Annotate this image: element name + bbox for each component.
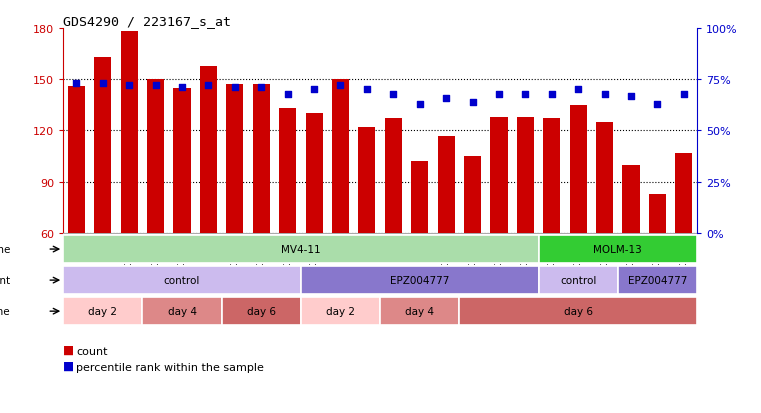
Text: day 4: day 4 <box>167 306 196 316</box>
Bar <box>649 194 666 233</box>
FancyBboxPatch shape <box>63 236 539 263</box>
FancyBboxPatch shape <box>618 267 697 294</box>
Point <box>361 87 373 93</box>
Bar <box>226 85 244 233</box>
Bar <box>570 106 587 233</box>
Point <box>229 85 241 92</box>
Text: day 6: day 6 <box>247 306 275 316</box>
Text: cell line: cell line <box>0 244 11 254</box>
Bar <box>543 119 560 233</box>
Bar <box>675 153 693 233</box>
Point <box>123 83 135 90</box>
Bar <box>147 80 164 233</box>
Bar <box>490 117 508 233</box>
Text: day 4: day 4 <box>406 306 435 316</box>
Point <box>519 91 531 97</box>
Point <box>202 83 215 90</box>
Point <box>334 83 346 90</box>
Point <box>255 85 267 92</box>
Text: EPZ004777: EPZ004777 <box>390 275 450 285</box>
Point <box>466 99 479 106</box>
Text: control: control <box>164 275 200 285</box>
Point <box>70 81 82 88</box>
Bar <box>438 136 455 233</box>
FancyBboxPatch shape <box>539 236 697 263</box>
Bar <box>464 157 481 233</box>
Bar <box>596 123 613 233</box>
Point <box>282 91 294 97</box>
FancyBboxPatch shape <box>539 267 618 294</box>
Bar <box>385 119 402 233</box>
Bar <box>68 87 85 233</box>
Text: agent: agent <box>0 275 11 285</box>
Point <box>546 91 558 97</box>
Bar <box>411 162 428 233</box>
Point <box>97 81 109 88</box>
FancyBboxPatch shape <box>142 298 221 325</box>
Point <box>625 93 637 100</box>
Text: day 2: day 2 <box>88 306 117 316</box>
Text: day 6: day 6 <box>564 306 593 316</box>
Point <box>651 101 664 108</box>
Point <box>387 91 400 97</box>
FancyBboxPatch shape <box>63 267 301 294</box>
Text: EPZ004777: EPZ004777 <box>628 275 687 285</box>
Point <box>678 91 690 97</box>
Point <box>308 87 320 93</box>
Text: time: time <box>0 306 11 316</box>
Point <box>493 91 505 97</box>
FancyBboxPatch shape <box>63 298 142 325</box>
Text: ■: ■ <box>63 359 75 372</box>
Text: GDS4290 / 223167_s_at: GDS4290 / 223167_s_at <box>63 15 231 28</box>
Bar <box>200 66 217 233</box>
Point <box>176 85 188 92</box>
Bar <box>174 88 190 233</box>
FancyBboxPatch shape <box>221 298 301 325</box>
Text: ■: ■ <box>63 342 75 356</box>
Text: MV4-11: MV4-11 <box>281 244 320 254</box>
Bar <box>253 85 270 233</box>
Bar <box>332 80 349 233</box>
Bar <box>622 165 640 233</box>
Text: percentile rank within the sample: percentile rank within the sample <box>76 363 264 373</box>
Point <box>440 95 452 102</box>
Point <box>414 101 426 108</box>
Text: count: count <box>76 346 107 356</box>
Point <box>149 83 161 90</box>
FancyBboxPatch shape <box>301 267 539 294</box>
Point <box>572 87 584 93</box>
FancyBboxPatch shape <box>460 298 697 325</box>
FancyBboxPatch shape <box>301 298 380 325</box>
FancyBboxPatch shape <box>380 298 460 325</box>
Point <box>599 91 611 97</box>
Bar <box>305 114 323 233</box>
Bar <box>94 58 111 233</box>
Bar <box>120 32 138 233</box>
Bar <box>517 117 534 233</box>
Text: day 2: day 2 <box>326 306 355 316</box>
Text: control: control <box>560 275 597 285</box>
Text: MOLM-13: MOLM-13 <box>594 244 642 254</box>
Bar <box>358 128 375 233</box>
Bar <box>279 109 296 233</box>
